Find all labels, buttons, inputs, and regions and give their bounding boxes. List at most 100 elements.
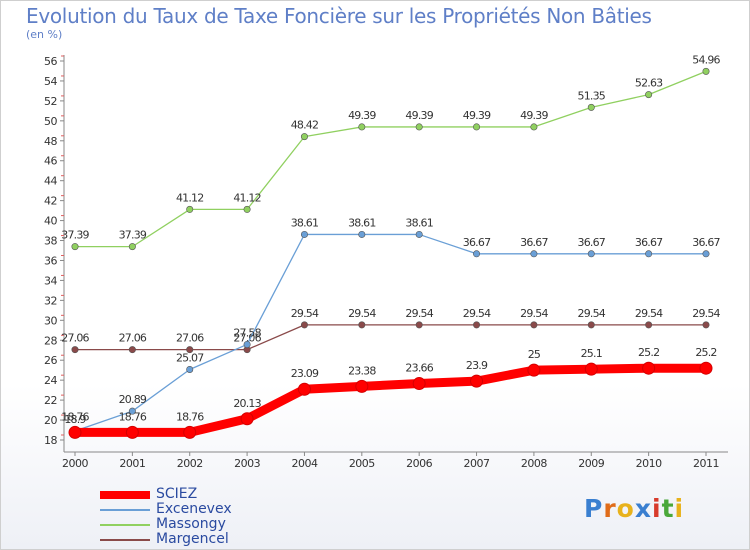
data-point-margencel (186, 346, 194, 354)
logo-letter: t (661, 494, 675, 523)
legend-swatch (100, 509, 150, 511)
y-tick-label: 32 (44, 294, 57, 307)
data-label-margencel: 29.54 (348, 307, 376, 320)
data-point-excenevex (358, 230, 366, 238)
x-tick-label: 2006 (406, 457, 432, 470)
y-tick-label: 54 (44, 75, 57, 88)
data-point-massongy (358, 123, 366, 131)
data-label-margencel: 29.54 (578, 307, 606, 320)
data-point-margencel (702, 321, 710, 329)
data-point-margencel (300, 321, 308, 329)
legend-swatch (100, 539, 150, 541)
logo-letter: r (603, 494, 617, 523)
data-point-margencel (473, 321, 481, 329)
data-point-massongy (186, 205, 194, 213)
data-label-margencel: 29.54 (635, 307, 663, 320)
data-label-massongy: 37.39 (61, 229, 89, 242)
data-label-excenevex: 25.07 (176, 351, 204, 364)
y-tick-label: 18 (44, 434, 57, 447)
y-tick-label: 46 (44, 155, 57, 168)
y-tick-label: 34 (44, 274, 57, 287)
data-point-margencel (358, 321, 366, 329)
y-tick-label: 38 (44, 235, 57, 248)
data-point-sciez (584, 362, 598, 376)
y-tick-label: 26 (44, 354, 57, 367)
data-label-massongy: 37.39 (119, 229, 147, 242)
data-label-massongy: 41.12 (233, 191, 261, 204)
logo-letter: i (674, 494, 685, 523)
data-label-massongy: 52.63 (635, 77, 663, 90)
data-point-massongy (243, 205, 251, 213)
y-tick-label: 22 (44, 394, 57, 407)
data-point-massongy (300, 133, 308, 141)
y-tick-label: 24 (44, 374, 57, 387)
data-label-excenevex: 18.9 (64, 413, 86, 426)
data-label-excenevex: 27.58 (233, 326, 261, 339)
y-tick-label: 52 (44, 95, 57, 108)
data-label-excenevex: 20.89 (119, 393, 147, 406)
data-label-excenevex: 38.61 (405, 216, 433, 229)
data-point-excenevex (300, 230, 308, 238)
data-label-excenevex: 36.67 (635, 236, 663, 249)
y-tick-label: 30 (44, 314, 57, 327)
data-point-excenevex (587, 250, 595, 258)
data-label-margencel: 27.06 (61, 332, 89, 345)
data-label-sciez: 18.76 (119, 410, 147, 423)
data-point-sciez (699, 361, 713, 375)
x-tick-label: 2001 (119, 457, 145, 470)
data-label-sciez: 23.66 (405, 362, 433, 375)
data-label-excenevex: 38.61 (348, 216, 376, 229)
y-tick-label: 48 (44, 135, 57, 148)
logo-letter: P (584, 494, 604, 523)
data-point-sciez (240, 412, 254, 426)
proxiti-logo: Proxiti (584, 494, 684, 523)
data-point-margencel (128, 346, 136, 354)
data-label-sciez: 25.2 (638, 346, 659, 359)
data-point-excenevex (702, 250, 710, 258)
data-label-margencel: 29.54 (291, 307, 319, 320)
legend-swatch (100, 524, 150, 526)
y-tick-label: 20 (44, 414, 57, 427)
data-label-sciez: 25.2 (695, 346, 716, 359)
data-label-massongy: 51.35 (578, 89, 606, 102)
data-label-excenevex: 36.67 (463, 236, 491, 249)
data-point-sciez (183, 425, 197, 439)
x-tick-label: 2004 (291, 457, 317, 470)
data-label-sciez: 23.9 (466, 359, 488, 372)
data-label-excenevex: 36.67 (578, 236, 606, 249)
data-label-massongy: 49.39 (405, 109, 433, 122)
data-point-massongy (128, 243, 136, 251)
data-label-margencel: 27.06 (119, 332, 147, 345)
data-label-margencel: 27.06 (176, 332, 204, 345)
data-label-margencel: 29.54 (692, 307, 720, 320)
data-point-margencel (530, 321, 538, 329)
y-tick-label: 42 (44, 195, 57, 208)
data-point-sciez (125, 425, 139, 439)
data-point-sciez (470, 374, 484, 388)
legend-label: Margencel (156, 531, 229, 547)
y-tick-label: 44 (44, 175, 57, 188)
data-label-sciez: 18.76 (61, 410, 89, 423)
y-unit-label: (en %) (26, 28, 63, 41)
legend-label: Excenevex (156, 501, 232, 517)
data-label-sciez: 25 (528, 348, 541, 361)
data-point-sciez (412, 377, 426, 391)
x-tick-label: 2002 (177, 457, 203, 470)
data-point-sciez (642, 361, 656, 375)
logo-letter: i (652, 494, 662, 523)
legend-label: Massongy (156, 516, 226, 532)
data-label-massongy: 49.39 (463, 109, 491, 122)
x-tick-label: 2005 (349, 457, 375, 470)
y-tick-label: 50 (44, 115, 57, 128)
data-point-massongy (645, 91, 653, 99)
y-tick-label: 56 (44, 55, 57, 68)
data-point-sciez (355, 379, 369, 393)
x-tick-label: 2000 (62, 457, 88, 470)
y-tick-label: 40 (44, 215, 57, 228)
data-label-margencel: 27.06 (233, 332, 261, 345)
data-label-margencel: 29.54 (405, 307, 433, 320)
series-line-sciez (70, 363, 711, 437)
data-label-excenevex: 36.67 (692, 236, 720, 249)
